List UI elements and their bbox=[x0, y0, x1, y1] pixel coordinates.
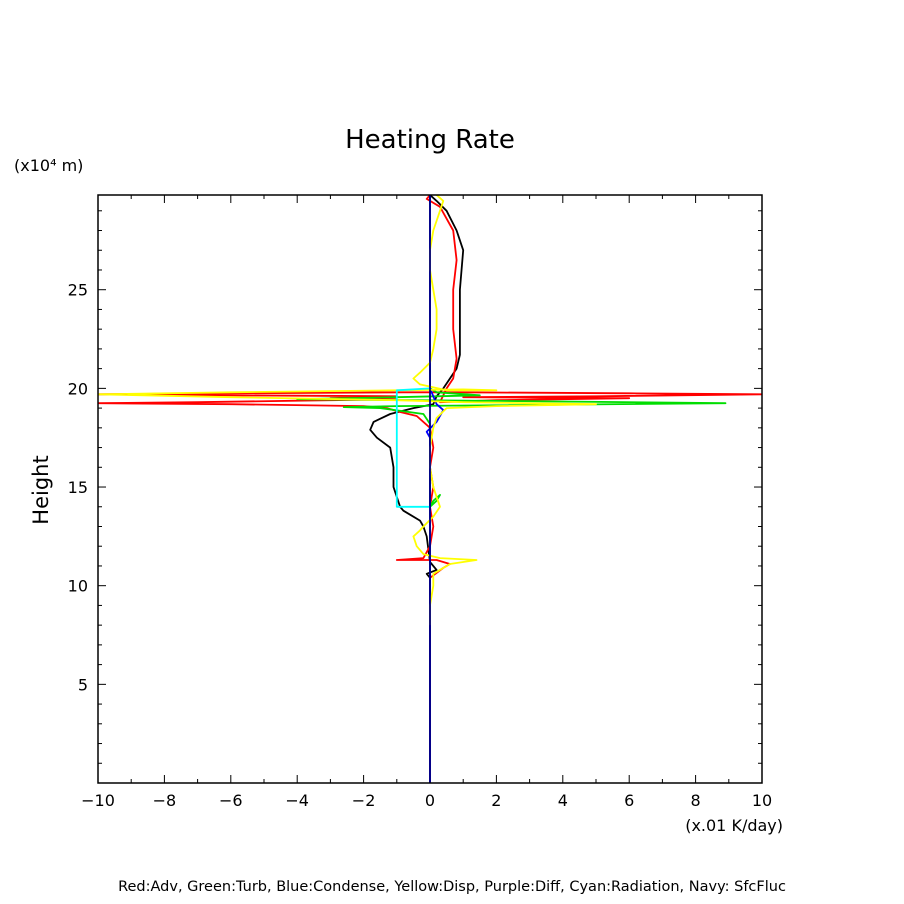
x-axis-unit: (x.01 K/day) bbox=[685, 816, 783, 835]
series-line-0 bbox=[369, 195, 465, 783]
x-tick-label: 2 bbox=[491, 791, 501, 810]
x-tick-label: 0 bbox=[425, 791, 435, 810]
series-line-5 bbox=[395, 387, 431, 508]
x-tick-label: 8 bbox=[691, 791, 701, 810]
y-axis-unit: (x10⁴ m) bbox=[14, 156, 83, 175]
axis-tick-labels: −10 −8 −6 −4 −2 0 2 4 6 8 10 5 10 15 20 25 bbox=[68, 281, 773, 810]
x-tick-label: −6 bbox=[219, 791, 243, 810]
series-line-4 bbox=[98, 195, 597, 626]
series-line-3 bbox=[425, 195, 445, 783]
series-line-2 bbox=[296, 368, 727, 508]
x-tick-label: 6 bbox=[624, 791, 634, 810]
x-tick-label: −10 bbox=[81, 791, 115, 810]
x-tick-label: 10 bbox=[752, 791, 772, 810]
y-tick-label: 15 bbox=[68, 478, 88, 497]
y-tick-label: 20 bbox=[68, 379, 88, 398]
y-tick-label: 25 bbox=[68, 281, 88, 300]
x-tick-label: −8 bbox=[153, 791, 177, 810]
chart-title: Heating Rate bbox=[345, 125, 515, 155]
y-axis-label: Height bbox=[29, 455, 53, 524]
x-tick-label: −2 bbox=[352, 791, 376, 810]
x-tick-label: 4 bbox=[558, 791, 568, 810]
plot-area bbox=[98, 195, 762, 783]
x-tick-label: −4 bbox=[285, 791, 309, 810]
axis-ticks bbox=[97, 195, 763, 783]
y-tick-label: 5 bbox=[78, 675, 88, 694]
y-tick-label: 10 bbox=[68, 577, 88, 596]
plot-frame bbox=[97, 194, 763, 784]
footer-legend: Red:Adv, Green:Turb, Blue:Condense, Yell… bbox=[118, 879, 786, 895]
